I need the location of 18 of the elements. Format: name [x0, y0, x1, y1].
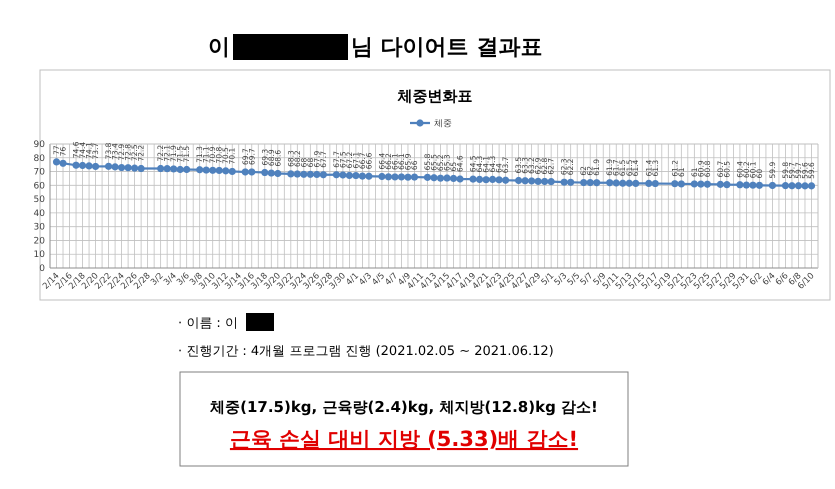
- text: 이: [208, 35, 230, 60]
- text: · 이름 : 이: [178, 316, 238, 331]
- y-tick-label: 10: [34, 250, 46, 260]
- y-tick-label: 80: [34, 154, 46, 164]
- y-tick-label: 50: [34, 195, 46, 206]
- y-tick-label: 20: [34, 236, 46, 246]
- y-tick-label: 60: [34, 181, 46, 192]
- text: 근육 손실 대비 지방 (5.33)배 감소!: [230, 427, 578, 451]
- text: · 진행기간 : 4개월 프로그램 진행 (2021.02.05 ~ 2021.06.12): [178, 344, 554, 359]
- y-tick-label: 0: [39, 264, 46, 274]
- y-tick-label: 90: [34, 140, 46, 150]
- y-tick-label: 40: [34, 208, 46, 219]
- chart-title: 체중변화표: [396, 87, 472, 105]
- y-tick-label: 30: [34, 222, 46, 233]
- text: 체중(17.5)kg, 근육량(2.4)kg, 체지방(12.8)kg 감소!: [209, 398, 598, 416]
- text: 님 다이어트 결과표: [351, 35, 542, 60]
- y-tick-label: 70: [34, 168, 46, 178]
- legend-label: 체중: [434, 119, 452, 129]
